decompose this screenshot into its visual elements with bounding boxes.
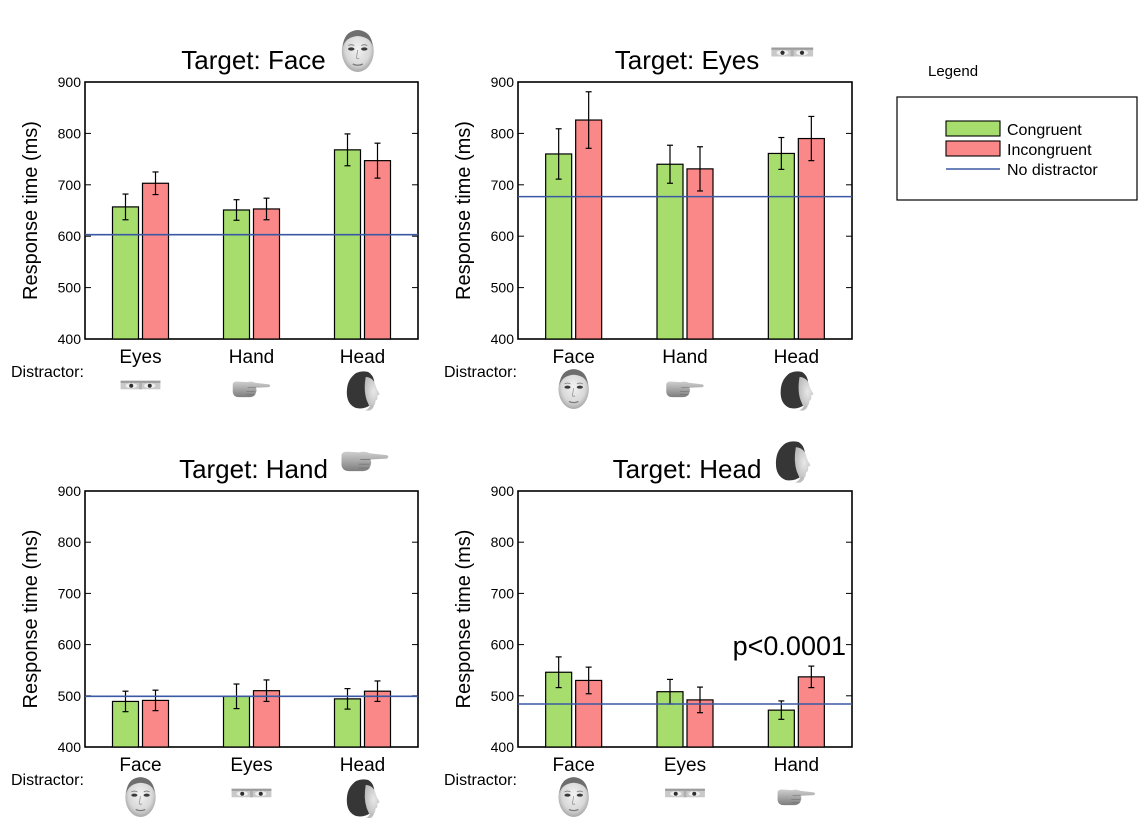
y-tick-label: 500: [491, 280, 515, 296]
chart-title: Target: Eyes: [615, 45, 760, 75]
distractor-label: Distractor:: [11, 364, 84, 381]
distractor-label: Distractor:: [11, 772, 84, 789]
hand-icon: [341, 451, 389, 472]
chart-title: Target: Head: [613, 454, 762, 484]
y-tick-label: 700: [58, 585, 82, 601]
y-tick-label: 800: [491, 125, 515, 141]
axes-frame: [84, 81, 419, 340]
y-tick-label: 800: [58, 125, 82, 141]
category-label: Face: [119, 755, 161, 776]
y-tick-label: 500: [58, 688, 82, 704]
y-tick-label: 500: [491, 688, 515, 704]
category-label: Hand: [229, 347, 274, 368]
hand-icon: [777, 789, 816, 806]
chart-title: Target: Hand: [179, 454, 328, 484]
head-icon: [346, 779, 380, 818]
chart-panel-2: 400 500 600 700 800 900 Response time (ms) Targ…: [444, 45, 853, 411]
bar-incongruent: [141, 182, 170, 340]
y-tick-label: 800: [491, 534, 515, 550]
y-tick-label: 400: [58, 331, 82, 347]
bar-congruent: [656, 163, 684, 340]
category-label: Head: [774, 347, 819, 368]
axes-frame: [84, 490, 419, 748]
distractor-label: Distractor:: [444, 364, 517, 381]
category-label: Eyes: [230, 755, 272, 776]
category-label: Face: [553, 347, 595, 368]
chart-panel-1: 400 500 600 700 800 900 Response time (ms) Targ…: [11, 29, 419, 411]
bar-incongruent: [252, 208, 281, 340]
y-tick-label: 600: [491, 637, 515, 653]
bar-congruent: [333, 149, 362, 340]
face-icon: [124, 776, 157, 818]
eyes-icon: [665, 788, 705, 798]
bar-congruent: [222, 209, 251, 340]
legend-title: Legend: [928, 63, 978, 80]
legend: Legend Congruent Incongruent No distractor: [896, 63, 1138, 201]
category-label: Eyes: [119, 347, 161, 368]
y-tick-label: 700: [491, 177, 515, 193]
face-icon: [557, 776, 590, 818]
legend-label: Congruent: [1007, 122, 1082, 139]
y-tick-label: 400: [58, 739, 82, 755]
bar-incongruent: [797, 676, 825, 748]
legend-box: [896, 96, 1138, 201]
y-axis-label: Response time (ms): [20, 121, 42, 300]
axes-frame: [517, 81, 853, 340]
y-tick-label: 600: [491, 228, 515, 244]
hand-icon: [665, 381, 705, 398]
bar-incongruent: [363, 160, 392, 340]
head-icon: [346, 371, 380, 411]
category-label: Hand: [662, 347, 707, 368]
y-tick-label: 900: [58, 74, 82, 90]
face-icon: [341, 29, 375, 73]
eyes-icon: [771, 47, 814, 57]
head-icon: [780, 371, 814, 411]
eyes-icon: [231, 788, 272, 798]
y-tick-label: 500: [58, 280, 82, 296]
legend-swatch-congruent: [945, 120, 1001, 137]
legend-label: No distractor: [1007, 162, 1098, 179]
axes-frame: [517, 490, 853, 748]
significance-annotation: p<0.0001: [733, 631, 846, 661]
y-tick-label: 600: [58, 228, 82, 244]
y-axis-label: Response time (ms): [453, 530, 475, 709]
distractor-label: Distractor:: [444, 772, 517, 789]
bar-incongruent: [686, 168, 714, 340]
legend-label: Incongruent: [1007, 142, 1092, 159]
y-tick-label: 400: [491, 739, 515, 755]
y-tick-label: 400: [491, 331, 515, 347]
y-tick-label: 900: [491, 483, 515, 499]
face-icon: [557, 368, 590, 410]
eyes-icon: [120, 380, 161, 390]
y-axis-label: Response time (ms): [453, 121, 475, 300]
hand-icon: [232, 381, 271, 398]
category-label: Face: [553, 755, 595, 776]
legend-swatch-incongruent: [945, 140, 1001, 157]
head-icon: [775, 441, 811, 483]
chart-panel-4: 400 500 600 700 800 900 Response time (ms) Targ…: [444, 441, 853, 818]
bar-congruent: [222, 695, 251, 748]
y-tick-label: 600: [58, 637, 82, 653]
y-tick-label: 900: [58, 483, 82, 499]
y-tick-label: 700: [58, 177, 82, 193]
category-label: Hand: [774, 755, 819, 776]
chart-panel-3: 400 500 600 700 800 900 Response time (ms) Targ…: [11, 451, 419, 818]
category-label: Eyes: [664, 755, 706, 776]
y-tick-label: 900: [491, 74, 515, 90]
bar-congruent: [111, 206, 140, 340]
bar-incongruent: [797, 137, 825, 340]
bar-congruent: [767, 152, 795, 340]
bar-incongruent: [575, 119, 603, 340]
y-tick-label: 800: [58, 534, 82, 550]
bar-congruent: [545, 153, 573, 340]
y-tick-label: 700: [491, 585, 515, 601]
legend-items: Congruent Incongruent No distractor: [945, 120, 1098, 179]
y-axis-label: Response time (ms): [20, 530, 42, 709]
category-label: Head: [340, 755, 385, 776]
chart-title: Target: Face: [181, 45, 326, 75]
category-label: Head: [340, 347, 385, 368]
